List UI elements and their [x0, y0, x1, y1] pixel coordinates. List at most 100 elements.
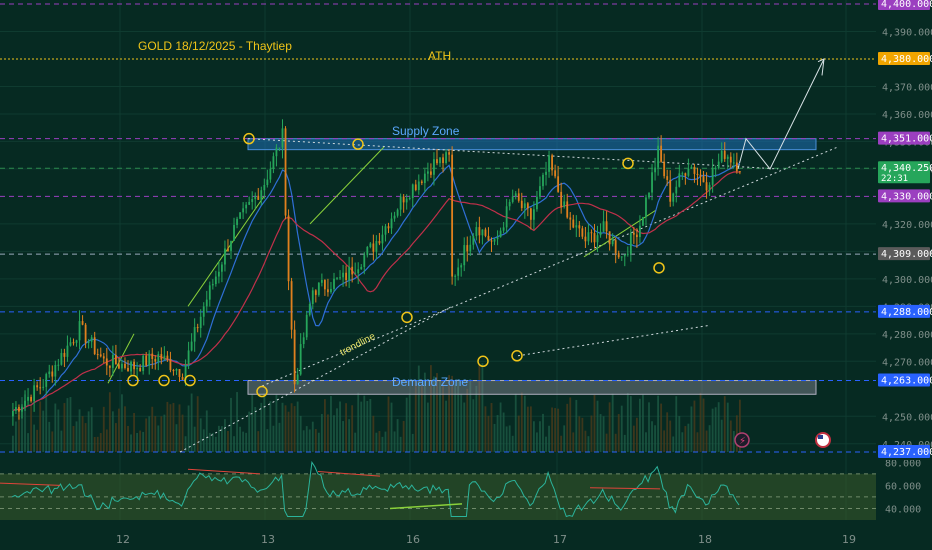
volume-bar [254, 407, 257, 452]
volume-bar [469, 378, 472, 452]
volume-bar [224, 419, 226, 452]
volume-bar [551, 407, 553, 452]
candle-body [236, 218, 238, 225]
candle-body [548, 155, 550, 172]
price-tick-label: 4,390.000 [882, 27, 932, 38]
candle-body [87, 341, 90, 343]
volume-bar [190, 393, 193, 452]
us-flag-canton [818, 435, 823, 439]
swing-marker [256, 385, 268, 398]
candle-body [42, 386, 45, 388]
volume-bar [681, 432, 684, 452]
volume-bar [654, 425, 656, 452]
candle-body [242, 208, 245, 213]
price-label-badge [878, 445, 930, 458]
rsi-line [11, 460, 740, 518]
volume-bar [351, 405, 354, 452]
volume-bar [166, 401, 169, 452]
candle-body [551, 155, 553, 171]
candle-body [430, 171, 432, 175]
candle-body [187, 350, 190, 365]
candle-body [254, 195, 257, 200]
event-icons[interactable]: ⚡ [734, 432, 831, 448]
candle-body [121, 363, 123, 369]
candle-body [330, 288, 332, 293]
volume-bar [426, 402, 429, 452]
swing-marker [622, 157, 634, 170]
candle-body [345, 272, 348, 281]
swing-marker [127, 374, 139, 387]
candle-body [224, 248, 226, 265]
candle-body [60, 352, 63, 365]
volume-bar [42, 410, 45, 452]
candle-body [517, 193, 520, 201]
volume-bar [202, 429, 205, 452]
volume-bar [529, 406, 532, 452]
candle-body [118, 364, 120, 369]
candle-body [30, 396, 32, 402]
candle-body [78, 321, 81, 341]
price-tick-label: 4,320.000 [882, 220, 932, 231]
candle-body [145, 355, 148, 366]
volume-bar [187, 405, 190, 452]
volume-bar [614, 433, 617, 452]
secondary-trendline [517, 325, 709, 357]
candle-body [563, 201, 566, 208]
volume-bar [105, 429, 108, 452]
candle-body [448, 152, 450, 155]
volume-bar [336, 408, 338, 452]
volume-bar [496, 415, 499, 452]
volume-bar [327, 414, 329, 452]
candle-body [320, 280, 323, 283]
volume-bar [12, 435, 14, 452]
candle-body [729, 156, 732, 163]
candle-body [605, 221, 608, 232]
volume-bar [233, 436, 235, 452]
candle-body [272, 156, 275, 169]
candle-body [239, 212, 241, 219]
candle-body [284, 128, 287, 216]
volume-bar [24, 394, 26, 452]
volume-bar [575, 399, 578, 452]
candle-body [105, 358, 108, 366]
candle-body [139, 367, 142, 371]
volume-bar [472, 399, 475, 452]
volume-bar [114, 423, 117, 452]
volume-bar [139, 430, 142, 452]
candle-body [536, 196, 538, 210]
lightning-event-icon[interactable] [734, 432, 750, 448]
candle-body [666, 176, 669, 180]
ma-slow-line [12, 171, 740, 412]
volume-bar [236, 392, 238, 452]
candle-body [632, 232, 635, 235]
candle-body [542, 174, 544, 187]
volume-bar [454, 384, 457, 452]
volume-bar [36, 429, 39, 452]
rsi-tick-label: 60.000 [885, 481, 921, 492]
candle-body [299, 344, 302, 375]
candle-body [508, 201, 511, 207]
candle-body [481, 229, 484, 236]
chart-title: GOLD 18/12/2025 - Thaytiep [138, 39, 292, 53]
candle-body [323, 280, 326, 290]
volume-bar [242, 431, 245, 452]
candle-body [463, 245, 466, 266]
volume-bar [735, 415, 738, 452]
volume-bar [27, 433, 29, 452]
volume-bar [142, 431, 145, 452]
candle-body [590, 232, 593, 234]
candle-body [499, 230, 502, 238]
volume-bar [214, 436, 217, 452]
volume-bar [457, 381, 460, 452]
volume-bar [648, 402, 650, 452]
candle-body [133, 361, 135, 370]
volume-bar [66, 398, 69, 452]
volume-bar [78, 409, 81, 452]
candle-body [21, 406, 23, 412]
volume-bar [96, 436, 99, 452]
candle-body [693, 166, 696, 174]
candle-body [157, 354, 160, 362]
volume-bar [308, 429, 311, 452]
volume-bar [657, 395, 660, 452]
